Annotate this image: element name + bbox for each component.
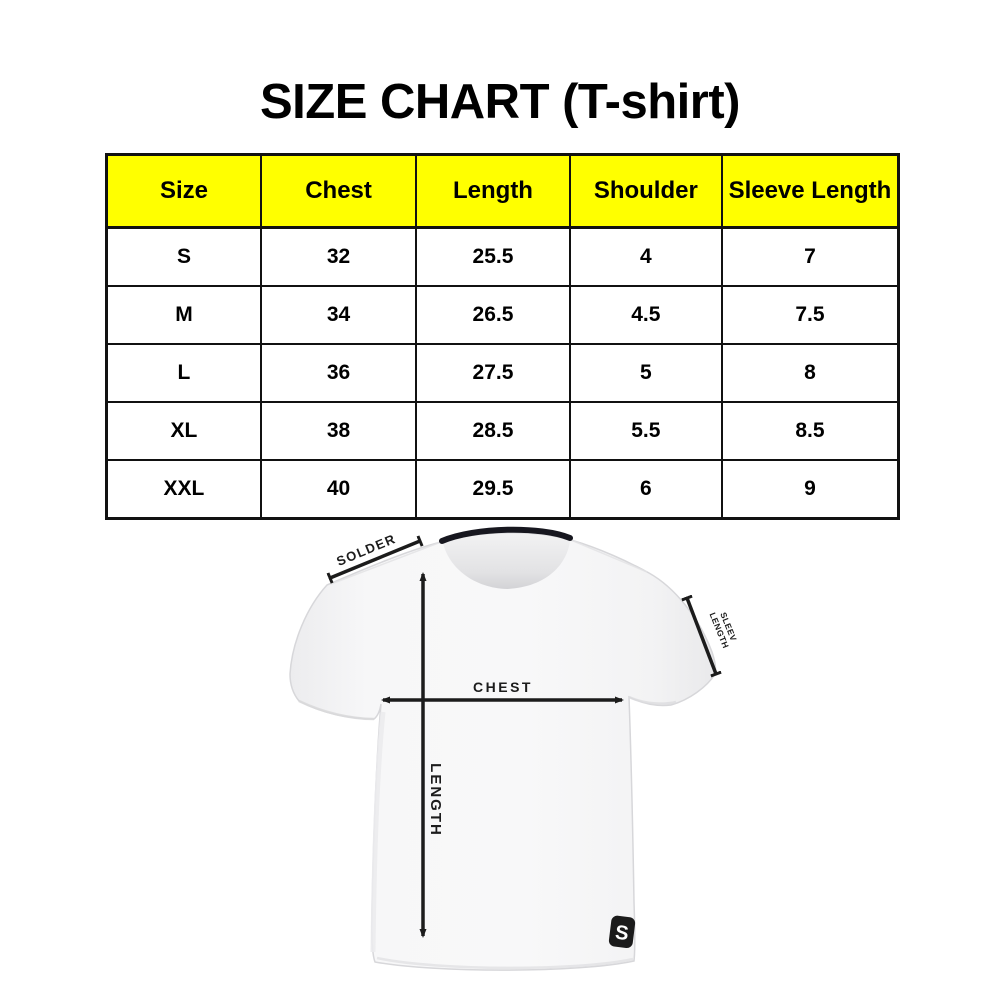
cell-chest: 38	[259, 401, 418, 461]
size-table: Size Chest Length Shoulder Sleeve Length…	[105, 153, 900, 520]
page-title: SIZE CHART (T-shirt)	[260, 75, 740, 129]
cell-sleeve: 8	[720, 343, 900, 403]
shoulder-dimension-line	[326, 535, 424, 584]
cell-length: 26.5	[415, 285, 571, 345]
tshirt-body	[289, 532, 717, 971]
cell-chest: 34	[259, 285, 418, 345]
cell-length: 28.5	[415, 401, 571, 461]
cell-sleeve: 7	[720, 226, 900, 287]
tshirt-neck-opening	[443, 533, 570, 589]
tshirt-measurement-diagram: S LENGTH CHEST SOLDER SLEEV LENGTH	[289, 526, 739, 971]
length-label: LENGTH	[427, 763, 444, 837]
tshirt-illustration: S	[289, 526, 717, 971]
cell-chest: 32	[259, 226, 418, 287]
cell-shoulder: 4.5	[568, 285, 723, 345]
cell-shoulder: 5.5	[568, 401, 723, 461]
cell-sleeve: 7.5	[720, 285, 900, 345]
cell-length: 25.5	[415, 226, 571, 287]
chest-label: CHEST	[473, 679, 533, 695]
size-table-header-row: Size Chest Length Shoulder Sleeve Length	[105, 153, 900, 229]
table-row-xl: XL 38 28.5 5.5 8.5	[105, 401, 900, 461]
cell-shoulder: 5	[568, 343, 723, 403]
cell-size: XXL	[105, 459, 262, 520]
table-row-l: L 36 27.5 5 8	[105, 343, 900, 403]
cell-size: M	[105, 285, 262, 345]
brand-tag: S	[608, 915, 636, 949]
cell-sleeve: 9	[720, 459, 900, 520]
brand-tag-letter: S	[614, 922, 630, 945]
table-row-m: M 34 26.5 4.5 7.5	[105, 285, 900, 345]
col-header-size: Size	[105, 153, 262, 229]
sleeve-dimension-line	[681, 594, 722, 678]
cell-shoulder: 4	[568, 226, 723, 287]
cell-size: L	[105, 343, 262, 403]
cell-chest: 40	[259, 459, 418, 520]
col-header-length: Length	[415, 153, 571, 229]
cell-length: 27.5	[415, 343, 571, 403]
col-header-chest: Chest	[259, 153, 418, 229]
tshirt-collar-band	[439, 526, 573, 544]
cell-shoulder: 6	[568, 459, 723, 520]
cell-sleeve: 8.5	[720, 401, 900, 461]
col-header-sleeve-length: Sleeve Length	[720, 153, 900, 229]
cell-chest: 36	[259, 343, 418, 403]
col-header-shoulder: Shoulder	[568, 153, 723, 229]
table-row-xxl: XXL 40 29.5 6 9	[105, 459, 900, 520]
table-row-s: S 32 25.5 4 7	[105, 226, 900, 287]
cell-length: 29.5	[415, 459, 571, 520]
cell-size: S	[105, 226, 262, 287]
cell-size: XL	[105, 401, 262, 461]
